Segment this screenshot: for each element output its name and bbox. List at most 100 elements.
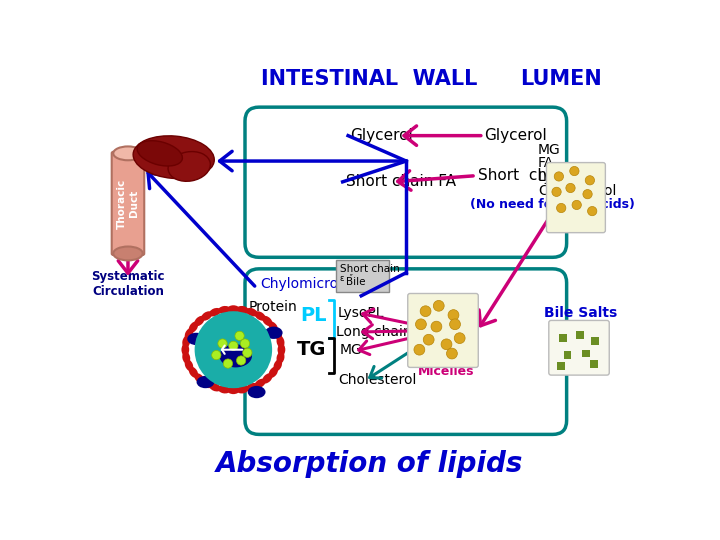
Text: Systematic
Circulation: Systematic Circulation: [91, 270, 165, 298]
Circle shape: [454, 333, 465, 343]
Text: Bile Salts: Bile Salts: [544, 306, 617, 320]
FancyBboxPatch shape: [557, 362, 565, 370]
Circle shape: [570, 166, 579, 176]
Ellipse shape: [228, 387, 240, 394]
Ellipse shape: [182, 352, 190, 364]
Ellipse shape: [168, 152, 210, 181]
Ellipse shape: [269, 322, 278, 333]
Circle shape: [194, 311, 272, 388]
Ellipse shape: [265, 327, 282, 339]
Circle shape: [588, 206, 597, 215]
Ellipse shape: [113, 146, 143, 160]
Text: FA: FA: [538, 157, 554, 170]
Ellipse shape: [197, 376, 215, 388]
Ellipse shape: [133, 136, 215, 179]
Circle shape: [243, 348, 252, 357]
Ellipse shape: [137, 141, 182, 166]
Text: ε  ″: ε ″: [340, 274, 352, 282]
Text: MG: MG: [538, 143, 561, 157]
Ellipse shape: [181, 343, 189, 356]
Ellipse shape: [262, 373, 273, 383]
Circle shape: [218, 339, 228, 348]
Ellipse shape: [113, 247, 143, 260]
Ellipse shape: [189, 322, 198, 333]
Circle shape: [585, 176, 595, 185]
Ellipse shape: [274, 328, 282, 340]
Circle shape: [583, 190, 592, 199]
Ellipse shape: [185, 359, 193, 371]
Ellipse shape: [248, 386, 266, 398]
Text: LUMEN: LUMEN: [521, 69, 602, 89]
FancyBboxPatch shape: [564, 351, 571, 359]
FancyBboxPatch shape: [549, 320, 609, 375]
Circle shape: [240, 339, 250, 348]
Text: INTESTINAL  WALL: INTESTINAL WALL: [261, 69, 477, 89]
Text: Long chain FA: Long chain FA: [336, 325, 433, 339]
Circle shape: [446, 348, 457, 359]
Text: Short chain FA: Short chain FA: [346, 174, 456, 190]
Ellipse shape: [218, 386, 230, 394]
FancyBboxPatch shape: [582, 350, 590, 357]
Circle shape: [449, 319, 461, 330]
Circle shape: [572, 200, 581, 210]
Text: Chylomicrons: Chylomicrons: [261, 277, 354, 291]
FancyBboxPatch shape: [336, 260, 389, 292]
FancyBboxPatch shape: [591, 338, 599, 345]
Text: LysoPL: LysoPL: [538, 170, 585, 184]
FancyBboxPatch shape: [559, 334, 567, 342]
Text: Cholesterol: Cholesterol: [538, 184, 616, 198]
Circle shape: [557, 204, 566, 213]
Ellipse shape: [220, 345, 252, 367]
Text: Bile: Bile: [346, 277, 365, 287]
Text: Short chain: Short chain: [340, 264, 400, 274]
Circle shape: [431, 321, 442, 332]
Text: LysoPL: LysoPL: [338, 306, 384, 320]
Text: Protein: Protein: [249, 300, 297, 314]
Ellipse shape: [277, 343, 285, 356]
Ellipse shape: [269, 367, 278, 378]
Text: Cholesterol: Cholesterol: [338, 374, 416, 388]
Circle shape: [423, 334, 434, 345]
Text: Thoracic
Duct: Thoracic Duct: [117, 178, 139, 228]
Circle shape: [554, 172, 564, 181]
FancyBboxPatch shape: [590, 361, 598, 368]
Circle shape: [415, 319, 426, 330]
FancyBboxPatch shape: [112, 152, 144, 255]
Text: TG: TG: [297, 340, 326, 359]
Ellipse shape: [262, 316, 273, 326]
Text: PL: PL: [300, 306, 326, 325]
FancyBboxPatch shape: [576, 331, 584, 339]
Ellipse shape: [182, 336, 190, 348]
Circle shape: [552, 187, 561, 197]
Circle shape: [448, 309, 459, 320]
Ellipse shape: [194, 373, 204, 383]
Ellipse shape: [237, 386, 249, 394]
Ellipse shape: [237, 306, 249, 314]
Circle shape: [229, 341, 238, 350]
Ellipse shape: [209, 308, 221, 316]
Ellipse shape: [246, 383, 258, 391]
Circle shape: [414, 345, 425, 355]
Circle shape: [420, 306, 431, 316]
Ellipse shape: [228, 305, 240, 313]
Text: MG: MG: [340, 343, 362, 357]
Ellipse shape: [187, 333, 205, 345]
Ellipse shape: [194, 316, 204, 326]
FancyBboxPatch shape: [408, 294, 478, 367]
Circle shape: [223, 359, 233, 368]
Ellipse shape: [218, 306, 230, 314]
Circle shape: [433, 300, 444, 311]
Ellipse shape: [254, 311, 266, 321]
Ellipse shape: [276, 336, 284, 348]
Ellipse shape: [185, 328, 193, 340]
Text: Short  chain FA: Short chain FA: [477, 168, 593, 183]
Ellipse shape: [254, 379, 266, 388]
Ellipse shape: [274, 359, 282, 371]
Text: (No need for bile acids): (No need for bile acids): [469, 198, 634, 212]
Ellipse shape: [276, 352, 284, 364]
Ellipse shape: [209, 383, 221, 391]
Text: Absorption of lipids: Absorption of lipids: [215, 450, 523, 478]
Ellipse shape: [189, 367, 198, 378]
Text: Glycerol: Glycerol: [351, 128, 413, 143]
Ellipse shape: [201, 311, 212, 321]
